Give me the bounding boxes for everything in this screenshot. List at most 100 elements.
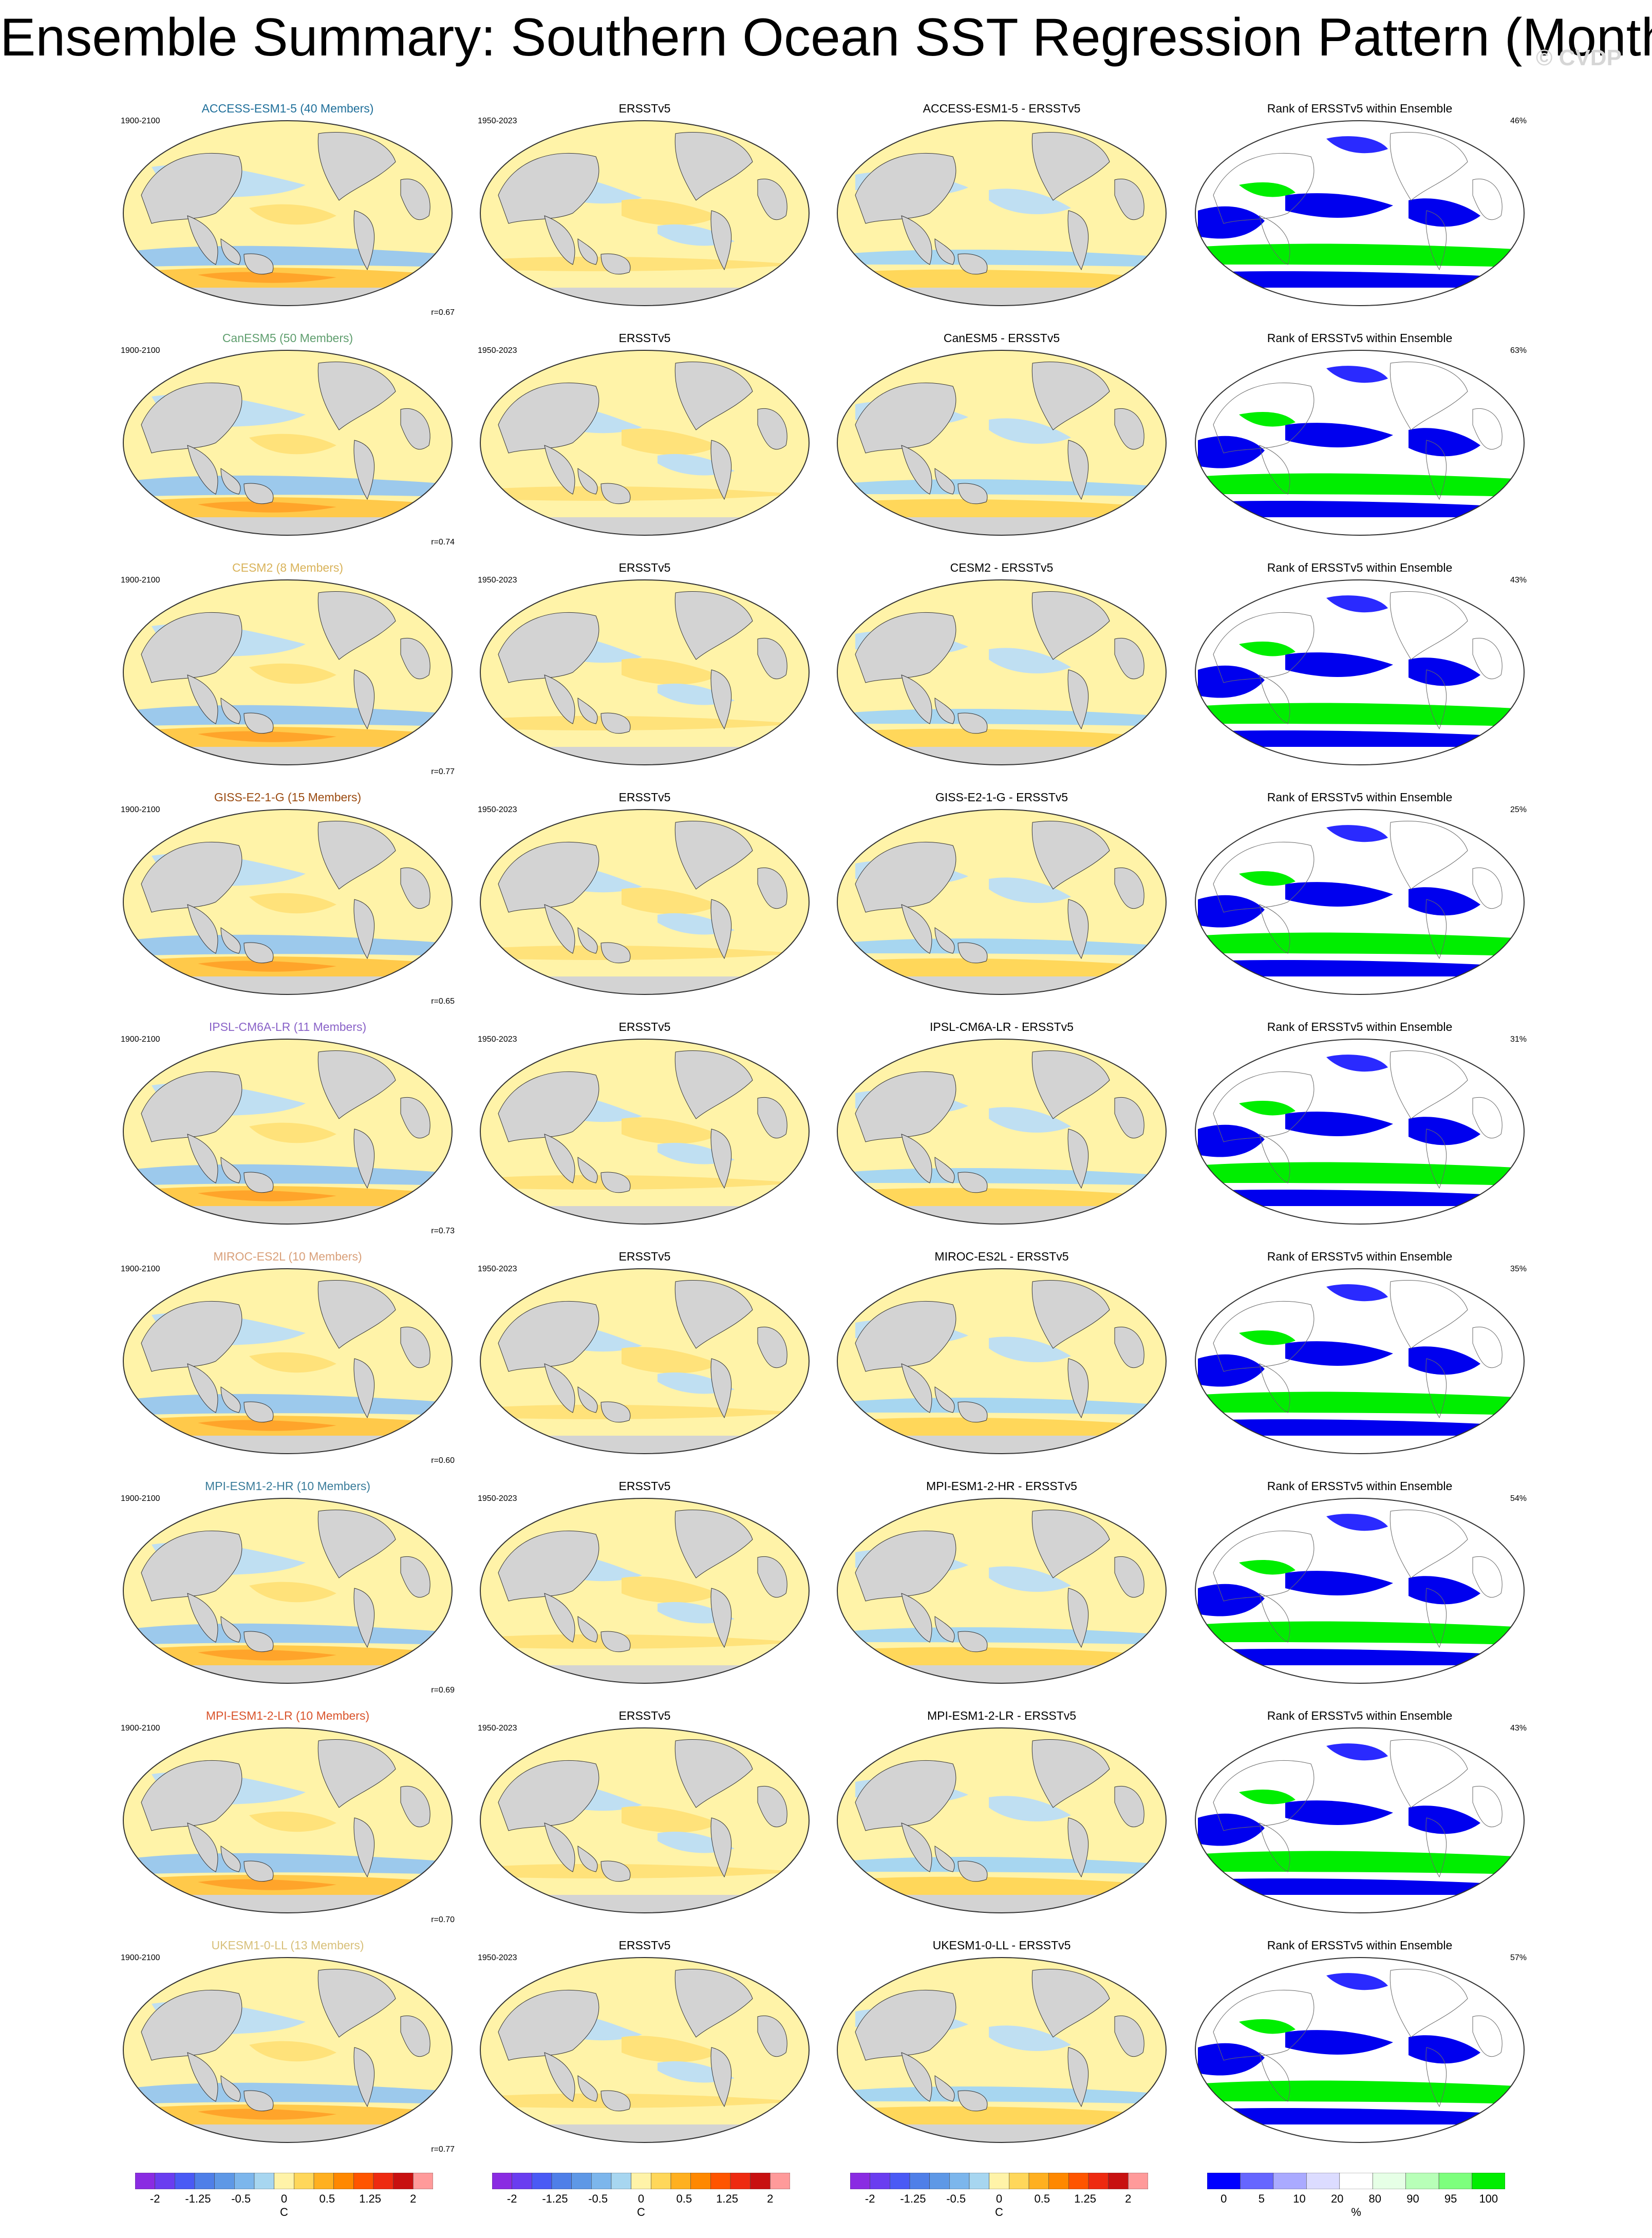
obs-title: ERSSTv5 <box>618 1479 671 1493</box>
rank-title: Rank of ERSSTv5 within Ensemble <box>1267 331 1453 345</box>
obs-title: ERSSTv5 <box>618 791 671 804</box>
colorbar-swatch <box>1438 2173 1472 2189</box>
colorbar-swatch <box>492 2173 512 2189</box>
sst-map <box>837 350 1167 536</box>
diff-title: CanESM5 - ERSSTv5 <box>943 331 1060 345</box>
colorbar-tick-label: 2 <box>410 2192 417 2205</box>
sst-map <box>837 1039 1167 1225</box>
rank-map <box>1195 1498 1525 1684</box>
rank-title: Rank of ERSSTv5 within Ensemble <box>1267 1709 1453 1722</box>
diff-panel: CanESM5 - ERSSTv5 <box>835 327 1169 556</box>
figure-row: GISS-E2-1-G (15 Members) 1900-2100 r=0.65 E… <box>0 786 1652 1015</box>
obs-title: ERSSTv5 <box>618 331 671 345</box>
colorbar-swatch <box>1240 2173 1274 2189</box>
model-title: UKESM1-0-LL (13 Members) <box>211 1939 364 1952</box>
colorbar-swatch <box>770 2173 790 2189</box>
colorbar-swatch <box>1088 2173 1109 2189</box>
colorbar-swatch <box>1128 2173 1148 2189</box>
page-title: Ensemble Summary: Southern Ocean SST Reg… <box>0 8 1652 67</box>
sst-map <box>837 579 1167 765</box>
rank-title: Rank of ERSSTv5 within Ensemble <box>1267 1939 1453 1952</box>
sst-map <box>480 120 810 306</box>
figure-row: MPI-ESM1-2-LR (10 Members) 1900-2100 r=0.7… <box>0 1705 1652 1934</box>
obs-title: ERSSTv5 <box>618 1250 671 1263</box>
colorbar-swatch <box>909 2173 930 2189</box>
colorbar-swatch <box>969 2173 989 2189</box>
obs-panel: ERSSTv5 1950-2023 <box>478 98 812 327</box>
obs-panel: ERSSTv5 1950-2023 <box>478 1934 812 2164</box>
colorbar-swatch <box>850 2173 870 2189</box>
diff-panel: UKESM1-0-LL - ERSSTv5 <box>835 1934 1169 2164</box>
colorbar-tick-label: 0 <box>1221 2192 1227 2205</box>
model-title: ACCESS-ESM1-5 (40 Members) <box>201 102 374 115</box>
colorbar-tick-label: 1.25 <box>1074 2192 1097 2205</box>
colorbar-swatch <box>254 2173 274 2189</box>
sst-map <box>837 1268 1167 1454</box>
rank-title: Rank of ERSSTv5 within Ensemble <box>1267 102 1453 115</box>
colorbar-swatch <box>750 2173 771 2189</box>
colorbar-swatch <box>135 2173 155 2189</box>
pattern-correlation: r=0.70 <box>431 1915 455 1924</box>
colorbar-tick-label: 95 <box>1444 2192 1457 2205</box>
colorbar-tick-label: 1.25 <box>716 2192 739 2205</box>
figure-row: CESM2 (8 Members) 1900-2100 r=0.77 ERSSTv5 1… <box>0 557 1652 786</box>
colorbar-unit: C <box>995 2206 1003 2218</box>
rank-map <box>1195 1039 1525 1225</box>
rank-panel: Rank of ERSSTv5 within Ensemble 43% <box>1193 557 1527 786</box>
figure-row: UKESM1-0-LL (13 Members) 1900-2100 r=0.77 E… <box>0 1934 1652 2164</box>
rank-panel: Rank of ERSSTv5 within Ensemble 43% <box>1193 1705 1527 1934</box>
period-label: 1950-2023 <box>478 346 517 355</box>
colorbar-swatch <box>1048 2173 1069 2189</box>
colorbar-tick-label: 1.25 <box>359 2192 382 2205</box>
diff-title: UKESM1-0-LL - ERSSTv5 <box>932 1939 1071 1952</box>
figure-row: ACCESS-ESM1-5 (40 Members) 1900-2100 r=0.6… <box>0 98 1652 327</box>
colorbar-swatch <box>353 2173 374 2189</box>
colorbar-tick-label: -2 <box>865 2192 875 2205</box>
figure-row: CanESM5 (50 Members) 1900-2100 r=0.74 ERSST… <box>0 327 1652 556</box>
colorbar-swatch <box>194 2173 215 2189</box>
sst-map <box>123 120 453 306</box>
colorbar-tick-label: 2 <box>1125 2192 1132 2205</box>
rank-percent: 57% <box>1510 1953 1527 1962</box>
diff-title: MPI-ESM1-2-HR - ERSSTv5 <box>926 1479 1077 1493</box>
period-label: 1950-2023 <box>478 1035 517 1044</box>
period-label: 1950-2023 <box>478 1953 517 1962</box>
rank-title: Rank of ERSSTv5 within Ensemble <box>1267 561 1453 574</box>
colorbar-swatch <box>234 2173 255 2189</box>
model-panel: UKESM1-0-LL (13 Members) 1900-2100 r=0.77 <box>121 1934 455 2164</box>
colorbar-swatch <box>1273 2173 1307 2189</box>
sst-map <box>123 579 453 765</box>
colorbar-tick-label: -0.5 <box>588 2192 608 2205</box>
sst-map <box>123 1957 453 2143</box>
colorbar-swatch <box>690 2173 711 2189</box>
rank-panel: Rank of ERSSTv5 within Ensemble 57% <box>1193 1934 1527 2164</box>
colorbar-swatch <box>532 2173 552 2189</box>
sst-map <box>123 809 453 995</box>
colorbar-unit: % <box>1351 2206 1361 2218</box>
model-title: CESM2 (8 Members) <box>232 561 343 574</box>
obs-title: ERSSTv5 <box>618 1709 671 1722</box>
colorbar-swatch <box>333 2173 354 2189</box>
colorbar-tick-label: 0 <box>637 2192 645 2205</box>
obs-title: ERSSTv5 <box>618 561 671 574</box>
colorbar-tick-label: 10 <box>1293 2192 1306 2205</box>
rank-map <box>1195 1727 1525 1913</box>
rank-map <box>1195 350 1525 536</box>
sst-map <box>837 1498 1167 1684</box>
model-panel: MIROC-ES2L (10 Members) 1900-2100 r=0.60 <box>121 1246 455 1475</box>
diff-title: CESM2 - ERSSTv5 <box>950 561 1054 574</box>
pattern-correlation: r=0.77 <box>431 767 455 776</box>
colorbar-swatch <box>591 2173 612 2189</box>
obs-panel: ERSSTv5 1950-2023 <box>478 1016 812 1245</box>
pattern-correlation: r=0.69 <box>431 1686 455 1695</box>
sst-map <box>480 350 810 536</box>
colorbar-swatch <box>1207 2173 1241 2189</box>
colorbar-swatches <box>135 2173 433 2189</box>
rank-percent: 43% <box>1510 1724 1527 1733</box>
colorbar-tick-label: 0.5 <box>1034 2192 1050 2205</box>
diff-panel: MPI-ESM1-2-HR - ERSSTv5 <box>835 1475 1169 1704</box>
sst-map <box>480 809 810 995</box>
model-panel: CanESM5 (50 Members) 1900-2100 r=0.74 <box>121 327 455 556</box>
colorbar-swatch <box>274 2173 294 2189</box>
rank-title: Rank of ERSSTv5 within Ensemble <box>1267 1479 1453 1493</box>
